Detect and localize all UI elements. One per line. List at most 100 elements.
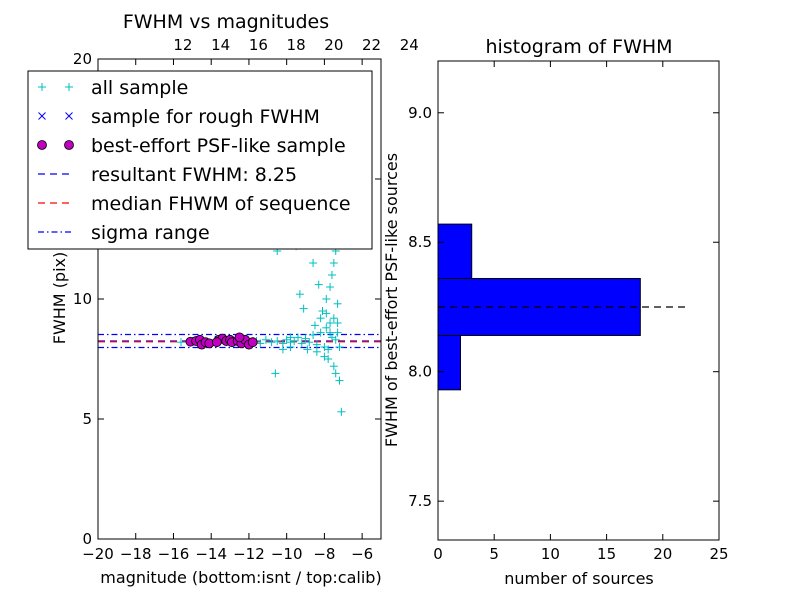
all-sample-point (326, 328, 335, 337)
legend-box (27, 70, 373, 250)
x-tick-label: 15 (597, 545, 616, 563)
legend-marker-circle-icon (64, 140, 74, 150)
all-sample-point (324, 345, 333, 354)
x-tick-label: 5 (489, 545, 499, 563)
legend-label: median FHWM of sequence (91, 193, 351, 215)
y-tick-label: 8.0 (408, 363, 432, 381)
all-sample-point (337, 407, 346, 416)
all-sample-point (309, 259, 318, 267)
x-tick-label: −16 (158, 545, 190, 563)
all-sample-point (326, 283, 335, 291)
all-sample-point (335, 343, 344, 351)
all-sample-point (267, 338, 276, 347)
legend-label: resultant FWHM: 8.25 (91, 164, 297, 186)
scatter-chart: FWHM vs magnitudes 12 14 16 18 20 22 24 −20 −18… (27, 11, 419, 587)
all-sample-point (310, 321, 319, 330)
scatter-title: FWHM vs magnitudes (123, 11, 329, 33)
data-points (177, 71, 346, 416)
top-tick-label: 20 (324, 36, 343, 54)
legend-marker-plus-icon (38, 83, 46, 91)
legend-label: all sample (91, 77, 188, 99)
legend-entry: all sample (38, 77, 188, 99)
legend-marker-x-icon (38, 112, 46, 120)
all-sample-point (286, 343, 295, 351)
histogram-bar (438, 334, 461, 391)
histogram-plot-area (438, 223, 686, 391)
histogram-chart: histogram of FWHM 0 5 10 15 20 25 7.5 8.0 8.5 9.0… (382, 36, 729, 588)
all-sample-point (303, 345, 312, 354)
y-tick-label: 0 (82, 530, 92, 548)
top-tick-label: 24 (400, 36, 419, 54)
x-tick-label: 10 (541, 545, 560, 563)
x-tick-label: 0 (433, 545, 443, 563)
top-tick-label: 16 (249, 36, 268, 54)
all-sample-point (322, 295, 331, 303)
all-sample-point (286, 333, 295, 342)
psf-sample-point (211, 337, 222, 348)
legend-marker-plus-icon (65, 83, 73, 91)
all-sample-point (305, 338, 314, 347)
y-tick-label: 9.0 (408, 104, 432, 122)
all-sample-point (333, 299, 342, 308)
all-sample-point (312, 347, 321, 356)
all-sample-point (314, 280, 323, 289)
all-sample-point (295, 290, 304, 299)
y-tick-label: 20 (73, 50, 92, 68)
x-tick-label: −6 (351, 545, 373, 563)
legend: all sample sample for rough FWHM best-effo… (27, 70, 373, 250)
all-sample-point (320, 352, 329, 361)
histogram-ticks: 0 5 10 15 20 25 7.5 8.0 8.5 9.0 (408, 61, 729, 563)
legend-label: sample for rough FWHM (91, 106, 320, 128)
all-sample-point (273, 337, 282, 345)
all-sample-point (293, 333, 302, 342)
all-sample-point (297, 339, 306, 348)
top-axis-ticks: 12 14 16 18 20 22 24 (173, 36, 418, 54)
top-tick-label: 22 (362, 36, 381, 54)
histogram-bar (438, 223, 473, 279)
legend-label: best-effort PSF-like sample (91, 135, 346, 157)
all-sample-point (329, 259, 338, 267)
legend-marker-x-icon (65, 112, 73, 120)
all-sample-point (261, 335, 270, 344)
x-tick-label: −18 (120, 545, 152, 563)
histogram-y-axis-label: FWHM of best-effort PSF-like sources (382, 153, 401, 447)
all-sample-point (312, 340, 321, 349)
all-sample-point (333, 319, 342, 327)
x-tick-label: −14 (195, 545, 227, 563)
legend-entry: best-effort PSF-like sample (37, 135, 346, 157)
psf-sample-point (234, 332, 245, 343)
x-tick-label: −12 (233, 545, 265, 563)
histogram-title: histogram of FWHM (485, 36, 672, 58)
histogram-axes-frame (437, 60, 720, 541)
histogram-x-axis-label: number of sources (504, 569, 654, 588)
x-tick-label: −10 (271, 545, 303, 563)
y-tick-label: 5 (82, 410, 92, 428)
x-tick-label: −8 (313, 545, 335, 563)
all-sample-point (256, 339, 265, 348)
y-tick-label: 7.5 (408, 492, 432, 510)
all-sample-point (316, 328, 325, 337)
all-sample-point (329, 362, 338, 371)
all-sample-point (278, 345, 287, 354)
legend-entry: sigma range (38, 222, 210, 244)
legend-marker-circle-icon (37, 140, 47, 150)
scatter-x-axis-label: magnitude (bottom:isnt / top:calib) (100, 568, 381, 587)
top-tick-label: 18 (287, 36, 306, 54)
psf-sample-point (247, 337, 258, 348)
all-sample-point (335, 376, 344, 385)
all-sample-point (327, 271, 336, 279)
legend-entry: sample for rough FWHM (38, 106, 320, 128)
scatter-plot-area (98, 71, 381, 416)
all-sample-point (316, 314, 325, 323)
x-tick-label: −20 (82, 545, 114, 563)
x-tick-label: 25 (709, 545, 728, 563)
legend-entry: resultant FWHM: 8.25 (38, 164, 297, 186)
scatter-y-axis-label: FWHM (pix) (50, 252, 69, 345)
x-tick-label: 20 (653, 545, 672, 563)
all-sample-point (309, 331, 318, 339)
all-sample-point (326, 319, 335, 327)
all-sample-point (299, 304, 308, 313)
all-sample-point (322, 323, 331, 332)
top-tick-label: 14 (211, 36, 230, 54)
